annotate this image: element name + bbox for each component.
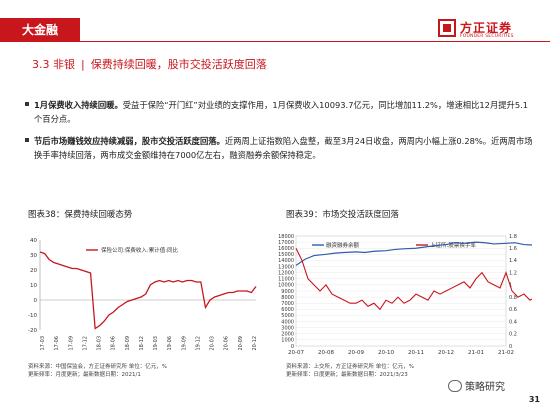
watermark: 策略研究 bbox=[448, 378, 505, 393]
y-left-tick-label: 9000 bbox=[281, 289, 294, 295]
legend-label: 融资融券余额 bbox=[326, 241, 360, 249]
series-line-margin-balance bbox=[295, 241, 532, 266]
market-activity-chart: 0100020003000400050006000700080009000100… bbox=[278, 234, 532, 356]
bullet-icon bbox=[25, 102, 29, 106]
y-right-tick-label: 1.4 bbox=[509, 258, 517, 264]
page-number: 31 bbox=[528, 395, 540, 404]
logo-text: 方正证券 bbox=[460, 21, 513, 35]
bullet-item: 1月保费收入持续回暖。受益于保险“开门红”对业绩的支撑作用，1月保费收入1009… bbox=[25, 98, 534, 126]
y-left-tick-label: 10000 bbox=[278, 283, 294, 289]
company-logo: 方正证券 FOUNDER SECURITIES bbox=[438, 19, 548, 43]
y-right-tick-label: 0.2 bbox=[509, 332, 517, 338]
section-number: 3.3 非银 bbox=[32, 58, 75, 71]
x-tick-label: 21-01 bbox=[468, 350, 484, 356]
bullet-item: 节后市场赚钱效应持续减弱，股市交投活跃度回落。近两周上证指数陷入盘整，截至3月2… bbox=[25, 134, 534, 162]
y-left-tick-label: 14000 bbox=[278, 258, 294, 264]
y-right-tick-label: 1.8 bbox=[509, 234, 517, 240]
source-line: 更新频率：月度更新；最新数据日期：2021/1 bbox=[28, 372, 141, 378]
x-tick-label: 17-09 bbox=[68, 336, 74, 351]
x-tick-label: 20-12 bbox=[438, 350, 454, 356]
y-right-tick-label: 0.8 bbox=[509, 295, 517, 301]
bullet-lead: 1月保费收入持续回暖。 bbox=[34, 100, 123, 110]
x-tick-label: 17-06 bbox=[54, 336, 60, 351]
source-line: 资料来源：中国保监会，方正证券研究所 单位：亿元，% bbox=[28, 364, 167, 370]
y-tick-label: -10 bbox=[28, 313, 37, 319]
category-tab: 大金融 bbox=[0, 18, 80, 42]
x-tick-label: 18-06 bbox=[111, 336, 117, 351]
y-left-tick-label: 12000 bbox=[278, 270, 294, 276]
bullet-text: 近两周上证指数陷入盘整，截至3月24日收盘，两周内小幅上涨0.28%。近两周市场… bbox=[34, 136, 533, 160]
x-tick-label: 20-03 bbox=[210, 336, 216, 351]
y-left-tick-label: 6000 bbox=[281, 307, 294, 313]
x-tick-label: 21-02 bbox=[498, 350, 514, 356]
y-tick-label: -20 bbox=[28, 328, 37, 334]
y-left-tick-label: 3000 bbox=[281, 325, 294, 331]
x-tick-label: 19-12 bbox=[195, 336, 201, 351]
y-left-tick-label: 8000 bbox=[281, 295, 294, 301]
y-tick-label: 40 bbox=[30, 238, 37, 244]
bullet-lead: 节后市场赚钱效应持续减弱，股市交投活跃度回落。 bbox=[34, 136, 225, 146]
x-tick-label: 20-09 bbox=[348, 350, 364, 356]
x-tick-label: 20-09 bbox=[238, 336, 244, 351]
y-tick-label: 30 bbox=[30, 253, 37, 259]
y-left-tick-label: 15000 bbox=[278, 252, 294, 258]
x-tick-label: 19-06 bbox=[167, 336, 173, 351]
header-divider bbox=[80, 41, 550, 42]
x-tick-label: 18-12 bbox=[139, 336, 145, 351]
section-subtitle: 保费持续回暖，股市交投活跃度回落 bbox=[90, 58, 267, 71]
source-line: 资料来源：上交所，方正证券研究所 单位：亿元，% bbox=[286, 364, 414, 370]
bullet-icon bbox=[25, 138, 29, 142]
y-tick-label: 20 bbox=[30, 268, 37, 274]
top-bar bbox=[0, 0, 550, 42]
section-title: 3.3 非银 | 保费持续回暖，股市交投活跃度回落 bbox=[32, 56, 267, 72]
y-right-tick-label: 1.6 bbox=[509, 246, 517, 252]
y-left-tick-label: 18000 bbox=[278, 234, 294, 240]
y-left-tick-label: 11000 bbox=[278, 277, 294, 283]
figure-title-right: 图表39：市场交投活跃度回落 bbox=[286, 210, 399, 220]
y-right-tick-label: 1.2 bbox=[509, 270, 517, 276]
y-left-tick-label: 2000 bbox=[281, 332, 294, 338]
y-tick-label: 0 bbox=[34, 298, 38, 304]
y-left-tick-label: 0 bbox=[291, 344, 294, 350]
y-left-tick-label: 7000 bbox=[281, 301, 294, 307]
watermark-text: 策略研究 bbox=[465, 382, 505, 393]
figure-title-left: 图表38：保费持续回暖态势 bbox=[28, 210, 133, 220]
x-tick-label: 20-11 bbox=[408, 350, 424, 356]
series-line-turnover bbox=[295, 247, 532, 311]
legend-label: 保险公司:保费收入:累计值:同比 bbox=[101, 246, 179, 254]
logo-mark-icon bbox=[438, 19, 456, 37]
figure-source-right: 资料来源：上交所，方正证券研究所 单位：亿元，% 更新频率：日度更新；最新数据日… bbox=[286, 363, 414, 379]
bullet-text: 受益于保险“开门红”对业绩的支撑作用，1月保费收入10093.7亿元，同比增加1… bbox=[34, 100, 529, 124]
x-tick-label: 18-03 bbox=[97, 336, 103, 351]
y-left-tick-label: 5000 bbox=[281, 313, 294, 319]
y-right-tick-label: 0.4 bbox=[509, 319, 517, 325]
x-tick-label: 20-12 bbox=[252, 336, 258, 351]
y-right-tick-label: 0 bbox=[509, 344, 512, 350]
y-left-tick-label: 4000 bbox=[281, 319, 294, 325]
figure-source-left: 资料来源：中国保监会，方正证券研究所 单位：亿元，% 更新频率：月度更新；最新数… bbox=[28, 363, 167, 379]
x-tick-label: 20-08 bbox=[318, 350, 334, 356]
series-line-premium bbox=[39, 251, 257, 330]
legend-label: 上证所:股票换手率 bbox=[430, 241, 476, 249]
x-tick-label: 17-12 bbox=[82, 336, 88, 351]
y-left-tick-label: 16000 bbox=[278, 246, 294, 252]
x-tick-label: 20-06 bbox=[224, 336, 230, 351]
logo-subtext: FOUNDER SECURITIES bbox=[460, 34, 514, 39]
x-tick-label: 17-03 bbox=[40, 336, 46, 351]
y-tick-label: 10 bbox=[30, 283, 37, 289]
x-tick-label: 19-03 bbox=[153, 336, 159, 351]
x-tick-label: 20-07 bbox=[288, 350, 304, 356]
premium-growth-chart: -20 -10 0 10 20 30 40 17-03 17-06 17-09 17-12 18-03… bbox=[28, 238, 258, 351]
y-left-tick-label: 1000 bbox=[281, 338, 294, 344]
y-left-tick-label: 17000 bbox=[278, 240, 294, 246]
x-tick-label: 19-09 bbox=[181, 336, 187, 351]
y-right-tick-label: 0.6 bbox=[509, 307, 517, 313]
wechat-icon bbox=[448, 380, 462, 392]
x-tick-label: 20-10 bbox=[378, 350, 394, 356]
section-separator: | bbox=[81, 58, 85, 71]
source-line: 更新频率：日度更新；最新数据日期：2021/3/23 bbox=[286, 372, 408, 378]
x-tick-label: 18-09 bbox=[125, 336, 131, 351]
y-left-tick-label: 13000 bbox=[278, 264, 294, 270]
